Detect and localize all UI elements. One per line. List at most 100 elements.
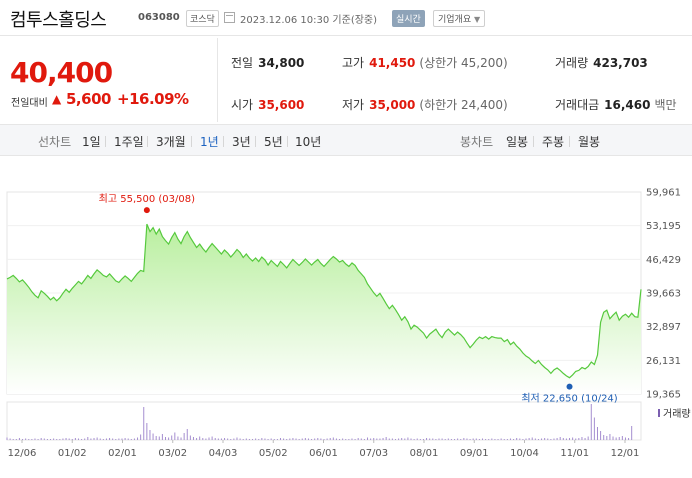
tab-separator — [287, 136, 288, 147]
x-tick-label: 08/01 — [410, 448, 439, 459]
volume-bar — [137, 437, 139, 440]
volume-bar — [320, 438, 322, 440]
change-percent: +16.09% — [117, 90, 189, 108]
volume-bar — [311, 439, 313, 440]
volume-bar — [351, 438, 353, 440]
tab-daily[interactable]: 일봉 — [506, 135, 529, 149]
volume-bar — [404, 438, 406, 440]
volume-bar — [519, 438, 521, 440]
volume-bar — [326, 438, 328, 440]
x-tick-label: 05/02 — [259, 448, 288, 459]
x-tick-label: 02/01 — [108, 448, 137, 459]
volume-bar — [606, 436, 608, 440]
stat-value: 16,460 — [604, 98, 651, 112]
volume-bar — [155, 436, 157, 440]
volume-bar — [31, 439, 33, 440]
volume-bar — [230, 439, 232, 440]
tab-separator — [533, 136, 534, 147]
volume-bar — [217, 438, 219, 440]
tab-separator — [569, 136, 570, 147]
volume-bar — [460, 439, 462, 440]
volume-bar — [146, 423, 148, 440]
volume-bar — [261, 438, 263, 440]
volume-bar — [454, 439, 456, 440]
volume-bar — [593, 417, 595, 440]
stat-label: 거래대금 — [555, 98, 600, 112]
price-chart-svg: 59,961 53,195 46,429 39,663 32,897 26,131 19,3… — [6, 188, 691, 459]
y-tick-label: 32,897 — [646, 322, 681, 333]
volume-bar — [224, 438, 226, 440]
volume-bars — [6, 404, 633, 440]
volume-bar — [121, 438, 123, 440]
volume-bar — [618, 437, 620, 440]
volume-bar — [385, 437, 387, 440]
stock-header: 컴투스홀딩스 063080 코스닥 2023.12.06 10:30 기준(장중… — [0, 0, 692, 36]
volume-bar — [429, 438, 431, 440]
tab-monthly[interactable]: 월봉 — [578, 135, 601, 149]
tab-3y[interactable]: 3년 — [232, 135, 251, 149]
stat-value: 423,703 — [593, 56, 648, 70]
volume-bar — [485, 439, 487, 440]
volume-bar — [40, 438, 42, 440]
volume-bar — [286, 439, 288, 440]
tab-10y[interactable]: 10년 — [295, 135, 322, 149]
volume-bar — [165, 437, 166, 440]
tab-3m[interactable]: 3개월 — [156, 135, 186, 149]
stat-trading-value: 거래대금 16,460 백만 — [555, 96, 677, 113]
y-tick-label: 53,195 — [646, 221, 681, 232]
realtime-button[interactable]: 실시간 — [392, 10, 425, 27]
volume-bar — [441, 438, 443, 440]
volume-bar — [367, 437, 369, 440]
tab-1w[interactable]: 1주일 — [114, 135, 144, 149]
volume-bar — [53, 438, 55, 440]
stat-value: 34,800 — [258, 56, 305, 70]
volume-bar — [252, 439, 254, 440]
volume-bar — [245, 438, 247, 440]
volume-bar — [15, 439, 17, 440]
tab-weekly[interactable]: 주봉 — [542, 135, 565, 149]
volume-bar — [562, 438, 564, 440]
volume-bar — [556, 438, 558, 440]
volume-bar — [295, 438, 297, 440]
stat-value: 35,600 — [258, 98, 305, 112]
volume-bar — [360, 438, 362, 440]
volume-bar — [342, 438, 344, 440]
stock-name: 컴투스홀딩스 — [10, 10, 107, 31]
tab-1y[interactable]: 1년 — [200, 135, 219, 149]
volume-bar — [211, 436, 213, 440]
company-overview-dropdown[interactable]: 기업개요 ▼ — [433, 10, 486, 27]
volume-bar — [255, 438, 257, 440]
volume-bar — [130, 439, 132, 440]
price-line — [6, 223, 642, 379]
tab-separator — [223, 136, 224, 147]
stat-volume: 거래량 423,703 — [555, 54, 648, 71]
volume-bar — [205, 438, 207, 440]
volume-bar — [488, 439, 490, 440]
volume-bar — [413, 439, 415, 440]
stat-label: 시가 — [231, 98, 254, 112]
volume-bar — [99, 438, 101, 440]
volume-bar — [304, 438, 306, 440]
tab-5y[interactable]: 5년 — [264, 135, 283, 149]
y-tick-label: 59,961 — [646, 188, 681, 199]
volume-bar — [500, 438, 502, 440]
stat-sub: (하한가 24,400) — [419, 98, 508, 112]
volume-bar — [575, 438, 577, 440]
x-tick-label: 12/06 — [8, 448, 37, 459]
x-tick-label: 10/04 — [510, 448, 539, 459]
tab-separator — [255, 136, 256, 147]
tab-1d[interactable]: 1일 — [82, 135, 101, 149]
volume-bar — [93, 438, 95, 440]
volume-bar — [273, 439, 275, 440]
volume-bar — [370, 438, 372, 440]
volume-bar — [74, 438, 76, 440]
volume-bar — [357, 438, 359, 440]
volume-bar — [298, 439, 300, 440]
volume-bar — [513, 439, 515, 440]
x-tick-label: 12/01 — [611, 448, 640, 459]
market-badge: 코스닥 — [186, 10, 219, 27]
chart-period-tabs: 선차트 1일 1주일 3개월 1년 3년 5년 10년 봉차트 일봉 주봉 월봉 — [0, 124, 692, 156]
volume-legend: 거래량 — [663, 408, 691, 420]
volume-bar — [90, 438, 92, 440]
y-tick-label: 39,663 — [646, 289, 681, 300]
